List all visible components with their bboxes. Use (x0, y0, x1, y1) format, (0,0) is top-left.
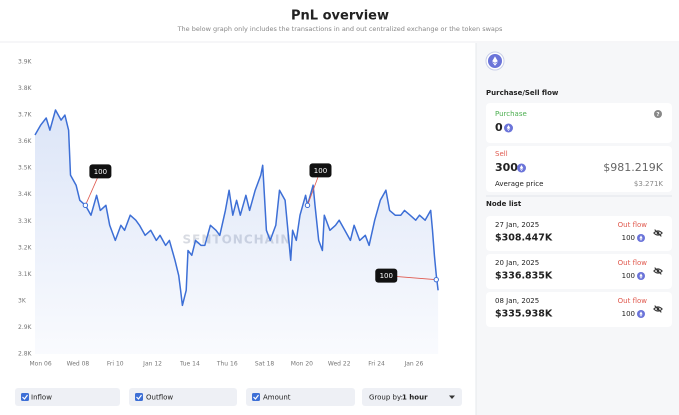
area (35, 110, 439, 354)
x-tick-label: Fri 10 (107, 361, 124, 368)
group-by-value: 1 hour (402, 394, 428, 402)
purchase-amount: 0 (495, 121, 503, 134)
dropdown-arrow (449, 395, 455, 399)
node-amount: 100 (622, 272, 635, 280)
avg-price-label: Average price (495, 180, 543, 188)
y-tick-label: 3.8K (18, 85, 33, 92)
x-tick-label: Jan 12 (142, 361, 162, 368)
controls: Inflow Outflow Amount Group by: 1 hour (15, 388, 462, 406)
y-tick-label: 3.4K (18, 191, 33, 198)
node-list-heading: Node list (486, 200, 522, 208)
toggle[interactable] (246, 388, 355, 406)
purchase-card (486, 103, 672, 143)
annotation-box (375, 268, 398, 283)
node-flow: Out flow (618, 259, 648, 267)
toggle[interactable] (129, 388, 237, 406)
avg-price: $3.271K (634, 180, 663, 188)
x-tick-label: Fri 24 (368, 361, 385, 368)
sell-label: Sell (495, 150, 508, 158)
node-value: $336.835K (495, 271, 553, 282)
y-tick-label: 3.3K (18, 218, 33, 225)
node-date: 08 Jan, 2025 (495, 297, 539, 305)
purchase-label: Purchase (495, 110, 527, 118)
annotation-point (304, 202, 311, 209)
page-title: PnL overview (291, 9, 389, 24)
sell-value: $981.219K (603, 161, 663, 174)
x-tick-label: Jan 26 (403, 361, 423, 368)
annotation-point (82, 202, 89, 209)
x-tick-label: Mon 20 (291, 361, 313, 368)
token-icon (488, 54, 502, 68)
sell-card (486, 146, 672, 192)
x-tick-label: Tue 14 (179, 361, 200, 368)
page-subtitle: The below graph only includes the transa… (177, 25, 503, 33)
x-tick-label: Sat 18 (255, 361, 275, 368)
check-icon (253, 394, 259, 400)
chart: SENTONCHAIN 3.9K3.8K3.7K3.6K3.5K3.4K3.3K… (18, 59, 439, 368)
token-icon (517, 163, 526, 173)
check-icon (136, 394, 142, 400)
toggle-label: Amount (263, 394, 291, 402)
node-flow: Out flow (618, 297, 648, 305)
node-card (486, 254, 672, 289)
node-value: $335.938K (495, 309, 553, 320)
y-tick-label: 3.6K (18, 138, 33, 145)
node-card (486, 216, 672, 251)
annotation-box (309, 163, 332, 178)
annotation-label: 100 (314, 167, 327, 175)
node-amount: 100 (622, 234, 635, 242)
sell-amount: 300 (495, 161, 518, 174)
y-tick-label: 3.2K (18, 244, 33, 251)
check-icon (22, 394, 28, 400)
checkbox[interactable] (252, 393, 260, 401)
x-tick-label: Wed 22 (328, 361, 351, 368)
y-tick-label: 3K (18, 297, 27, 304)
toggle[interactable] (15, 388, 120, 406)
annotation-label: 100 (94, 168, 107, 176)
y-tick-label: 3.7K (18, 112, 33, 119)
x-tick-label: Wed 08 (67, 361, 90, 368)
y-tick-label: 2.8K (18, 351, 33, 358)
y-tick-label: 3.1K (18, 271, 33, 278)
annotation-point (433, 276, 439, 283)
toggle-label: Inflow (31, 394, 52, 402)
checkbox[interactable] (135, 393, 143, 401)
help-icon[interactable] (654, 110, 662, 118)
checkbox[interactable] (21, 393, 29, 401)
token-icon (637, 272, 645, 280)
node-amount: 100 (622, 310, 635, 318)
token-icon (637, 310, 645, 318)
annotation-label: 100 (380, 272, 393, 280)
toggle-label: Outflow (146, 394, 173, 402)
node-flow: Out flow (618, 221, 648, 229)
group-by-label: Group by: (369, 394, 403, 402)
node-date: 27 Jan, 2025 (495, 221, 539, 229)
annotation-box (89, 164, 112, 179)
help-icon-glyph: ? (656, 112, 659, 118)
y-tick-label: 3.9K (18, 59, 33, 66)
x-tick-label: Thu 16 (216, 361, 238, 368)
node-card (486, 292, 672, 327)
token-icon (504, 123, 513, 133)
section-heading: Purchase/Sell flow (486, 89, 559, 97)
node-date: 20 Jan, 2025 (495, 259, 539, 267)
node-value: $308.447K (495, 233, 553, 244)
x-tick-label: Mon 06 (29, 361, 51, 368)
group-by-select[interactable] (362, 388, 462, 406)
token-icon (637, 234, 645, 242)
side-panel: Purchase/Sell flow Purchase 0 ? Sell 300… (475, 43, 679, 415)
line (34, 109, 439, 307)
y-tick-label: 3.5K (18, 165, 33, 172)
y-tick-label: 2.9K (18, 324, 33, 331)
